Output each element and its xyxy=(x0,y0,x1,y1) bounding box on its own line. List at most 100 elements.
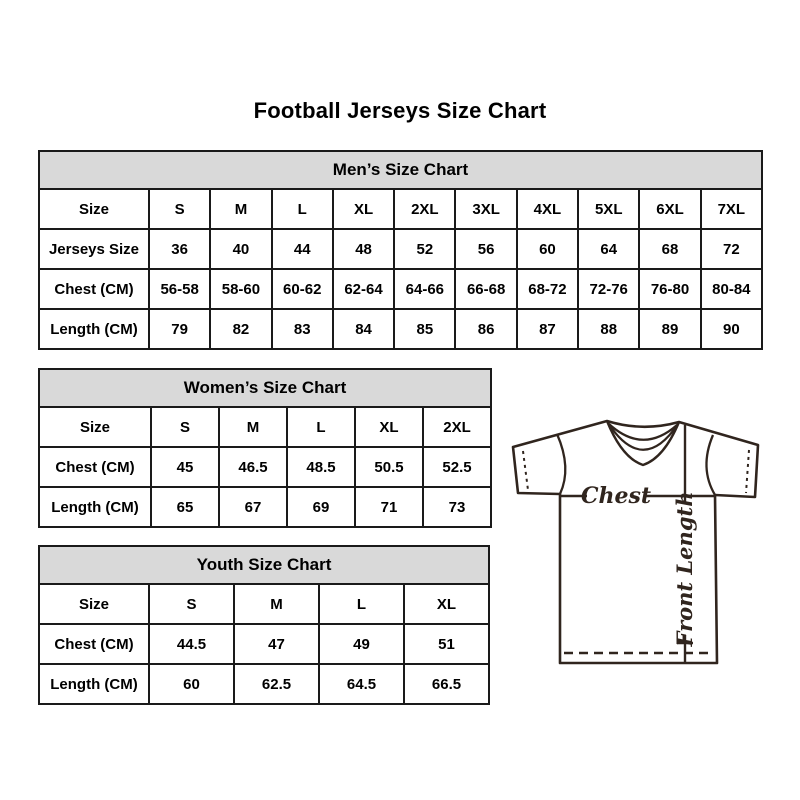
cell: 83 xyxy=(270,308,334,350)
cell: 60 xyxy=(515,228,580,270)
cell: L xyxy=(286,406,356,448)
cell: 47 xyxy=(233,623,320,665)
left-cuff-stitch-line xyxy=(522,450,529,491)
table-row: Jerseys Size 36 40 44 48 52 56 60 64 68 72 xyxy=(38,228,764,270)
mens-size-chart-title: Men’s Size Chart xyxy=(38,150,763,190)
chest-label: Chest xyxy=(581,483,651,509)
row-header: Length (CM) xyxy=(38,486,152,528)
cell: 3XL xyxy=(454,188,518,230)
cell: 56-58 xyxy=(147,268,212,310)
cell: L xyxy=(270,188,334,230)
row-header: Size xyxy=(38,188,150,230)
row-header: Chest (CM) xyxy=(38,446,152,488)
cell: 48 xyxy=(331,228,396,270)
cell: 48.5 xyxy=(286,446,356,488)
cell: 7XL xyxy=(699,188,764,230)
cell: 56 xyxy=(454,228,518,270)
right-armhole-seam xyxy=(705,434,716,496)
cell: 72-76 xyxy=(577,268,641,310)
table-row: Size S M L XL 2XL 3XL 4XL 5XL 6XL 7XL xyxy=(38,188,764,230)
cell: S xyxy=(147,188,212,230)
cell: S xyxy=(148,583,235,625)
collar-band-arc xyxy=(608,423,678,441)
youth-size-chart-title: Youth Size Chart xyxy=(38,545,490,585)
cell: 62.5 xyxy=(233,663,320,705)
cell: 51 xyxy=(403,623,490,665)
jersey-outline-drawing: Chest Front Length xyxy=(511,419,760,665)
womens-size-chart-title: Women’s Size Chart xyxy=(38,368,492,408)
cell: 68-72 xyxy=(515,268,580,310)
cell: 71 xyxy=(354,486,424,528)
cell: 64.5 xyxy=(318,663,405,705)
cell: 62-64 xyxy=(331,268,396,310)
cell: 87 xyxy=(515,308,580,350)
cell: 73 xyxy=(422,486,492,528)
row-header: Chest (CM) xyxy=(38,268,150,310)
cell: 58-60 xyxy=(209,268,273,310)
row-header: Length (CM) xyxy=(38,663,150,705)
cell: 89 xyxy=(638,308,702,350)
cell: 40 xyxy=(209,228,273,270)
cell: M xyxy=(218,406,288,448)
table-row: Chest (CM) 44.5 47 49 51 xyxy=(38,623,490,665)
cell: XL xyxy=(403,583,490,625)
table-row: Size S M L XL 2XL xyxy=(38,406,492,448)
cell: 69 xyxy=(286,486,356,528)
row-header: Jerseys Size xyxy=(38,228,150,270)
mens-size-table-grid: Men’s Size Chart Size S M L XL 2XL 3XL 4XL 5XL 6XL… xyxy=(38,150,764,350)
cell: 76-80 xyxy=(638,268,702,310)
cell: 65 xyxy=(150,486,220,528)
womens-size-table-grid: Women’s Size Chart Size S M L XL 2XL Chest (CM)… xyxy=(38,368,492,528)
front-length-measure-line xyxy=(677,425,693,662)
row-header: Size xyxy=(38,583,150,625)
table-row: Size S M L XL xyxy=(38,583,490,625)
cell: 90 xyxy=(699,308,764,350)
cell: 44.5 xyxy=(148,623,235,665)
youth-size-table-grid: Youth Size Chart Size S M L XL Chest (CM) 44.5 4… xyxy=(38,545,490,705)
cell: 68 xyxy=(638,228,702,270)
table-row: Length (CM) 60 62.5 64.5 66.5 xyxy=(38,663,490,705)
table-row: Length (CM) 65 67 69 71 73 xyxy=(38,486,492,528)
jersey-measurement-diagram: Chest Front Length xyxy=(502,406,774,668)
page-title: Football Jerseys Size Chart xyxy=(253,98,547,123)
cell: 60-62 xyxy=(270,268,334,310)
youth-size-table: Youth Size Chart Size S M L XL Chest (CM) 44.5 4… xyxy=(38,545,490,705)
right-cuff-stitch-line xyxy=(745,449,750,494)
jersey-body-outline xyxy=(511,419,760,665)
table-row: Length (CM) 79 82 83 84 85 86 87 88 89 90 xyxy=(38,308,764,350)
mens-size-table: Men’s Size Chart Size S M L XL 2XL 3XL 4XL 5XL 6XL… xyxy=(38,150,764,350)
cell: 86 xyxy=(454,308,518,350)
cell: L xyxy=(318,583,405,625)
table-row: Chest (CM) 45 46.5 48.5 50.5 52.5 xyxy=(38,446,492,488)
cell: S xyxy=(150,406,220,448)
cell: XL xyxy=(354,406,424,448)
cell: XL xyxy=(331,188,396,230)
collar-inner-arc xyxy=(607,422,679,451)
cell: 4XL xyxy=(515,188,580,230)
cell: 80-84 xyxy=(699,268,764,310)
left-armhole-seam xyxy=(555,433,567,495)
cell: 88 xyxy=(577,308,641,350)
row-header: Chest (CM) xyxy=(38,623,150,665)
cell: M xyxy=(209,188,273,230)
cell: 67 xyxy=(218,486,288,528)
row-header: Size xyxy=(38,406,152,448)
cell: 52 xyxy=(393,228,457,270)
cell: 60 xyxy=(148,663,235,705)
cell: 44 xyxy=(270,228,334,270)
cell: 6XL xyxy=(638,188,702,230)
cell: M xyxy=(233,583,320,625)
row-header: Length (CM) xyxy=(38,308,150,350)
cell: 64 xyxy=(577,228,641,270)
front-length-label: Front Length xyxy=(672,492,697,648)
cell: 82 xyxy=(209,308,273,350)
cell: 46.5 xyxy=(218,446,288,488)
cell: 5XL xyxy=(577,188,641,230)
cell: 84 xyxy=(331,308,396,350)
cell: 66-68 xyxy=(454,268,518,310)
table-row: Chest (CM) 56-58 58-60 60-62 62-64 64-66 66-68… xyxy=(38,268,764,310)
cell: 64-66 xyxy=(393,268,457,310)
cell: 49 xyxy=(318,623,405,665)
cell: 79 xyxy=(147,308,212,350)
